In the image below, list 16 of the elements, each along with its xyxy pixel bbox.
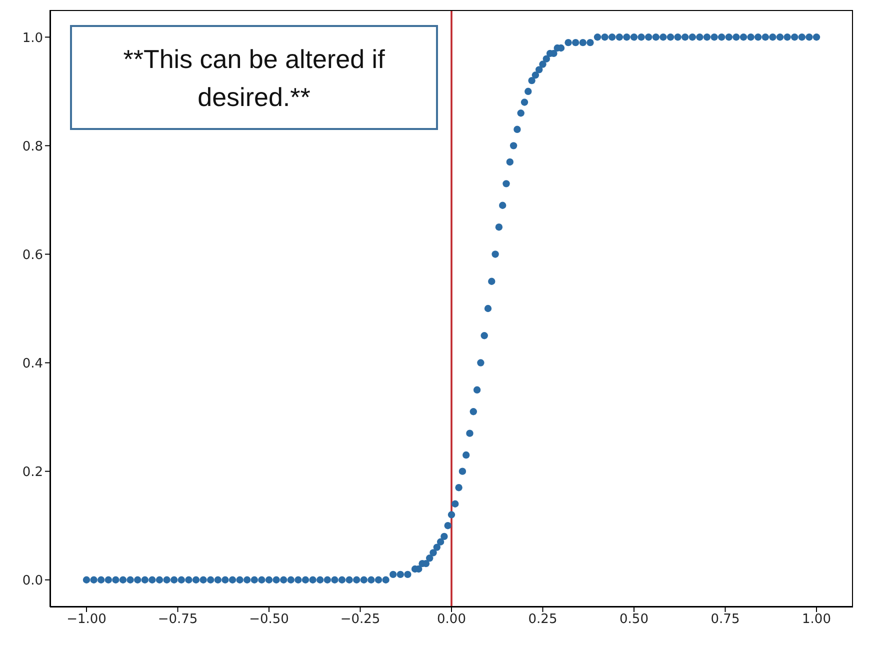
y-tick-label: 0.4 [22,356,43,372]
x-tick-label: −0.25 [340,612,380,628]
x-tick-label: 1.00 [802,612,831,628]
y-tick-label: 0.2 [22,464,43,480]
y-tick-label: 0.0 [22,573,43,588]
x-tick-label: −1.00 [66,612,106,628]
x-tick-label: 0.50 [620,612,648,628]
y-tick-label: 0.8 [22,139,43,154]
x-tick-label: −0.75 [158,612,198,628]
x-tick-label: 0.00 [437,612,466,628]
x-tick-label: 0.75 [710,612,740,628]
y-tick-label: 1.0 [22,30,43,46]
x-tick-label: 0.25 [528,612,558,628]
y-tick-label: 0.6 [22,248,43,263]
text-box: **This can be altered if desired.** [70,25,438,130]
x-tick-label: −0.50 [249,612,289,628]
